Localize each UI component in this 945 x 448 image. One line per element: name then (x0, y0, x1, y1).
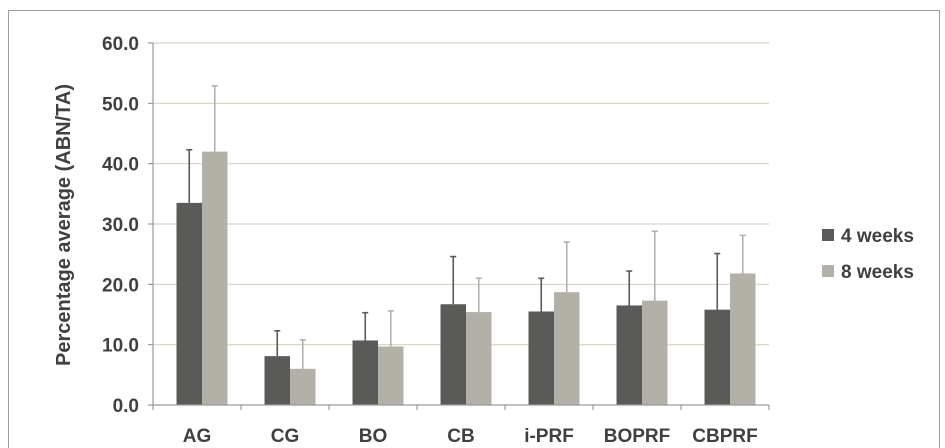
chart-frame (8, 10, 940, 448)
bar-8-weeks-cbprf (730, 273, 756, 405)
axes (148, 42, 770, 410)
bar-4-weeks-boprf (616, 305, 642, 405)
y-axis-label: Percentage average (ABN/TA) (53, 84, 75, 366)
bar-8-weeks-bo (378, 346, 404, 405)
bar-4-weeks-bo (352, 340, 378, 405)
bar-8-weeks-cg (290, 368, 316, 405)
bar-4-weeks-i-prf (528, 311, 554, 405)
bar-4-weeks-ag (176, 202, 202, 405)
y-tick-label: 0.0 (113, 396, 139, 417)
y-tick-label: 60.0 (102, 34, 139, 55)
x-tick-label: CB (447, 426, 474, 447)
bar-8-weeks-i-prf (554, 292, 580, 405)
legend-label-8-weeks: 8 weeks (841, 262, 914, 283)
bar-8-weeks-boprf (642, 300, 668, 405)
legend-label-4-weeks: 4 weeks (841, 226, 914, 247)
legend-swatch-4-weeks (822, 229, 834, 241)
y-tick-label: 20.0 (102, 275, 139, 296)
bar-4-weeks-cbprf (704, 309, 730, 405)
error-bars (186, 85, 746, 369)
legend-swatch-8-weeks (822, 265, 834, 277)
bar-4-weeks-cb (440, 304, 466, 405)
x-tick-label: AG (183, 426, 212, 447)
y-tick-label: 30.0 (102, 215, 139, 236)
x-tick-label: CG (271, 426, 300, 447)
gridlines (153, 42, 769, 346)
bar-8-weeks-ag (202, 151, 228, 405)
x-tick-label: CBPRF (692, 426, 757, 447)
bar-4-weeks-cg (264, 356, 290, 405)
x-tick-label: BO (359, 426, 388, 447)
tick-labels: 0.0 10.0 20.0 30.0 40.0 50.0 60.0 AG CG BO CB i-PRF… (102, 34, 758, 447)
bar-8-weeks-cb (466, 312, 492, 405)
y-tick-label: 10.0 (102, 336, 139, 357)
bars (176, 151, 756, 405)
legend: 4 weeks 8 weeks (822, 226, 914, 283)
y-tick-label: 40.0 (102, 155, 139, 176)
x-tick-label: i-PRF (524, 426, 574, 447)
x-tick-label: BOPRF (604, 426, 671, 447)
y-tick-label: 50.0 (102, 94, 139, 115)
